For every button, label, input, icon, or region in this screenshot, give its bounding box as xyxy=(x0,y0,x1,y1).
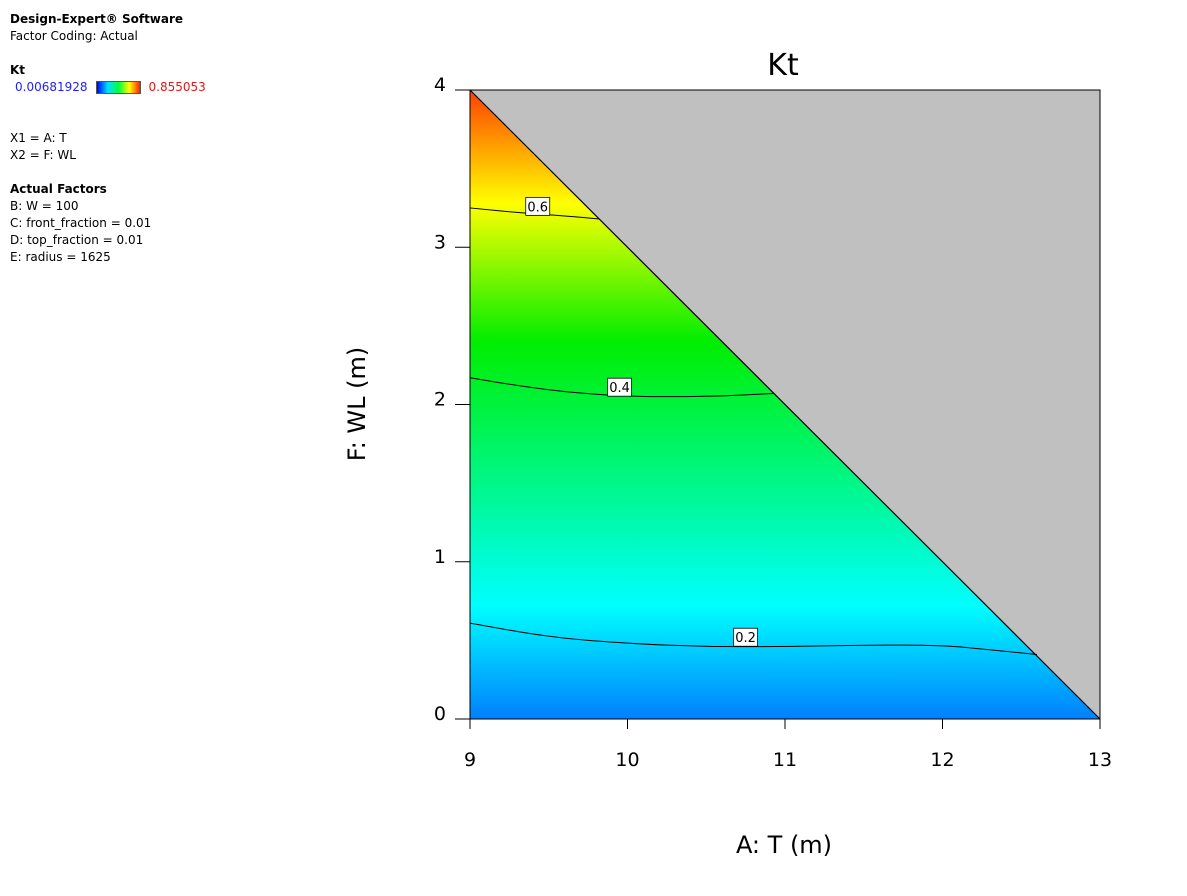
actual-factor-top-fraction: D: top_fraction = 0.01 xyxy=(10,233,144,247)
x-tick-label: 12 xyxy=(930,749,954,771)
contour-label: 0.4 xyxy=(609,381,630,396)
contour-label-box xyxy=(525,196,551,216)
actual-factor-front-fraction: C: front_fraction = 0.01 xyxy=(10,216,152,230)
contour-label: 0.2 xyxy=(735,631,756,646)
factor-x1: X1 = A: T xyxy=(10,131,67,145)
scale-max-value: 0.855053 xyxy=(148,80,206,94)
y-tick-label: 0 xyxy=(434,703,446,725)
factor-coding: Factor Coding: Actual xyxy=(10,29,138,43)
x-tick-label: 11 xyxy=(773,749,797,771)
contour-line-0.4 xyxy=(469,377,774,398)
color-scale: 0.00681928 0.855053 xyxy=(10,79,270,96)
contour-label-box xyxy=(607,377,633,397)
contour-label: 0.6 xyxy=(527,200,548,215)
y-tick-label: 2 xyxy=(434,389,446,411)
constraint-boundary-line xyxy=(469,89,1101,720)
software-title: Design-Expert® Software xyxy=(10,12,184,26)
response-name: Kt xyxy=(10,63,26,77)
y-tick-label: 3 xyxy=(434,231,446,253)
y-tick-label: 1 xyxy=(434,546,446,568)
actual-factor-w: B: W = 100 xyxy=(10,199,79,213)
x-tick-label: 10 xyxy=(615,749,639,771)
x-axis-label: A: T (m) xyxy=(736,831,832,859)
contour-line-0.2 xyxy=(469,622,1038,656)
x-tick-label: 13 xyxy=(1088,749,1112,771)
x-tick-label: 9 xyxy=(464,749,476,771)
scale-min-value: 0.00681928 xyxy=(15,80,88,94)
legend-panel: Design-Expert® Software Factor Coding: A… xyxy=(10,11,270,266)
chart-title: Kt xyxy=(767,48,799,83)
color-gradient-bar xyxy=(95,81,141,94)
contour-line-0.6 xyxy=(469,207,600,220)
contour-label-box xyxy=(733,627,759,647)
actual-factor-radius: E: radius = 1625 xyxy=(10,250,111,264)
actual-factors-heading: Actual Factors xyxy=(10,182,107,196)
factor-x2: X2 = F: WL xyxy=(10,148,76,162)
y-axis-label: F: WL (m) xyxy=(343,347,371,462)
y-tick-label: 4 xyxy=(434,74,446,96)
